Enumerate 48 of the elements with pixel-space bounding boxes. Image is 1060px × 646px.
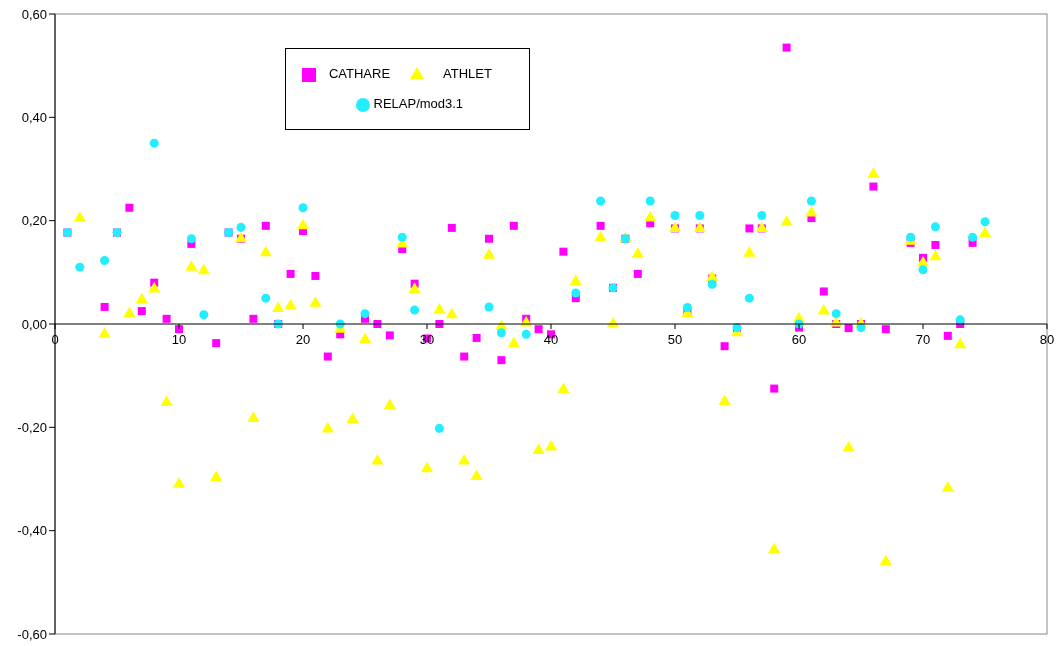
- x-tick-label: 20: [295, 332, 311, 347]
- point: [360, 309, 370, 319]
- x-tick-label: 50: [667, 332, 683, 347]
- point: [236, 222, 246, 232]
- y-tick-label: -0,60: [17, 626, 47, 642]
- y-tick-label: 0,00: [21, 316, 47, 332]
- x-tick-label: 60: [791, 332, 807, 347]
- point: [100, 255, 110, 265]
- point: [199, 310, 209, 320]
- y-tick-label: 0,60: [21, 6, 47, 22]
- point: [707, 279, 717, 289]
- point: [980, 217, 990, 227]
- x-tick-label: 10: [171, 332, 187, 347]
- point: [806, 196, 816, 206]
- point: [521, 329, 531, 339]
- point: [682, 302, 692, 312]
- y-tick-label: 0,40: [21, 109, 47, 125]
- point: [75, 262, 85, 272]
- point: [571, 288, 581, 298]
- x-tick-label: 80: [1039, 332, 1055, 347]
- y-tick-label: -0,20: [17, 419, 47, 435]
- point: [831, 309, 841, 319]
- point: [496, 328, 506, 338]
- point: [757, 210, 767, 221]
- point: [596, 196, 606, 206]
- x-tick-label: 30: [419, 332, 435, 347]
- point: [918, 265, 928, 275]
- x-tick-label: 70: [915, 332, 931, 347]
- point: [434, 423, 444, 433]
- legend-label: CATHARE: [327, 65, 392, 83]
- x-tick-label: 40: [543, 332, 559, 347]
- point: [397, 232, 407, 242]
- point: [186, 234, 196, 244]
- legend-label: RELAP/mod3.1: [373, 95, 464, 113]
- point: [968, 232, 978, 242]
- point: [410, 305, 420, 315]
- y-tick-label: 0,20: [21, 213, 47, 229]
- point: [744, 293, 754, 303]
- point: [298, 203, 308, 213]
- point: [930, 222, 940, 232]
- y-tick-label: -0,40: [17, 523, 47, 539]
- legend-label: ATHLET: [442, 65, 493, 83]
- point: [484, 302, 494, 312]
- point: [261, 293, 271, 303]
- point: [670, 210, 680, 221]
- point: [149, 138, 159, 148]
- point: [645, 196, 655, 206]
- point: [695, 210, 705, 221]
